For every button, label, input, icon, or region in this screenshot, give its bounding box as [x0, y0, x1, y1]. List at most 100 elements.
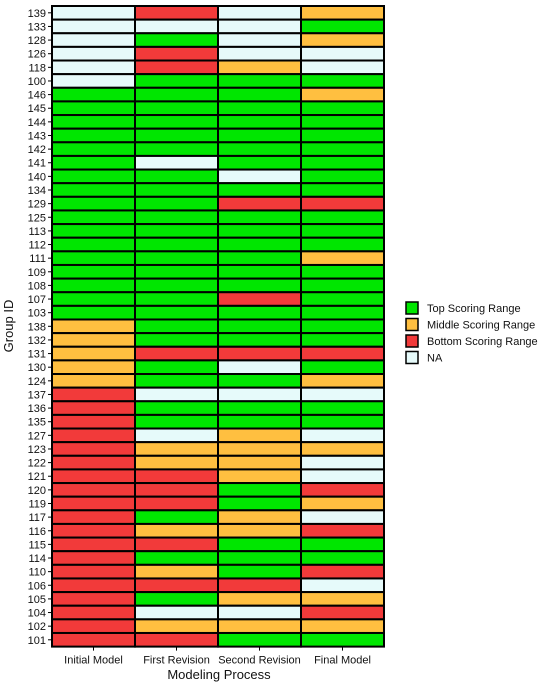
heatmap-cell — [217, 631, 302, 648]
heatmap-cell — [134, 604, 219, 621]
heatmap-cell — [300, 577, 385, 594]
heatmap-cell — [134, 18, 219, 35]
y-axis-title: Group ID — [1, 300, 16, 353]
heatmap-cell — [217, 86, 302, 103]
y-tick-label: 101 — [28, 635, 46, 647]
heatmap-cell — [51, 5, 136, 21]
heatmap-cell — [134, 577, 219, 594]
heatmap-cell — [134, 304, 219, 321]
heatmap-cell — [300, 182, 385, 198]
heatmap-cell — [134, 373, 219, 389]
heatmap-cell — [134, 263, 219, 280]
y-tick-label: 134 — [28, 185, 46, 197]
heatmap-cell — [51, 182, 136, 198]
heatmap-cell — [300, 604, 385, 621]
heatmap-cell — [51, 441, 136, 457]
y-tick-label: 104 — [28, 608, 46, 620]
heatmap-cell — [300, 141, 385, 157]
y-tick-label: 107 — [28, 294, 46, 306]
heatmap-cell — [217, 591, 302, 607]
heatmap-cell — [217, 359, 302, 376]
legend-swatch — [405, 317, 419, 332]
heatmap-cell — [300, 454, 385, 471]
y-tick-label: 123 — [28, 444, 46, 456]
y-tick-label: 135 — [28, 417, 46, 429]
heatmap-cell — [217, 618, 302, 634]
heatmap-cell — [217, 195, 302, 212]
heatmap-cell — [300, 536, 385, 553]
legend-label: NA — [427, 353, 443, 365]
heatmap-cell — [217, 32, 302, 48]
heatmap-cell — [217, 277, 302, 294]
heatmap-cell — [51, 277, 136, 294]
heatmap-cell — [51, 209, 136, 226]
heatmap-cell — [217, 550, 302, 566]
heatmap-cell — [300, 32, 385, 48]
y-tick-label: 126 — [28, 49, 46, 61]
heatmap-cell — [134, 100, 219, 117]
heatmap-cell — [217, 263, 302, 280]
heatmap-cell — [217, 441, 302, 457]
heatmap-cell — [300, 345, 385, 362]
y-tick-label: 111 — [29, 253, 46, 265]
legend: Top Scoring Range Middle Scoring Range Bot… — [405, 301, 538, 365]
x-tick-label: First Revision — [143, 655, 210, 667]
heatmap-cell — [300, 73, 385, 89]
heatmap-cell — [134, 250, 219, 266]
heatmap-cell — [300, 18, 385, 35]
y-tick-label: 112 — [28, 240, 46, 252]
heatmap-cell — [217, 45, 302, 62]
x-tick-label: Initial Model — [64, 655, 123, 667]
heatmap-cell — [134, 45, 219, 62]
heatmap-cell — [300, 250, 385, 266]
heatmap-cell — [217, 400, 302, 416]
heatmap-cell — [300, 495, 385, 512]
heatmap-cell — [51, 373, 136, 389]
y-tick-label: 145 — [28, 103, 46, 115]
heatmap-cell — [300, 631, 385, 648]
axes — [51, 6, 384, 648]
heatmap-cell — [134, 468, 219, 485]
y-tick-label: 141 — [28, 158, 46, 170]
x-axis-title: Modeling Process — [167, 667, 271, 682]
heatmap-cell — [51, 482, 136, 498]
heatmap-cell — [51, 468, 136, 485]
y-tick-label: 127 — [28, 430, 46, 442]
heatmap-cell — [134, 127, 219, 144]
heatmap-cell — [300, 318, 385, 335]
y-tick-label: 124 — [28, 376, 46, 388]
heatmap-cell — [134, 236, 219, 253]
y-tick-label: 130 — [28, 362, 46, 374]
heatmap-cell — [300, 550, 385, 566]
y-tick-label: 103 — [28, 308, 46, 320]
heatmap-cell — [51, 332, 136, 348]
heatmap-cell — [217, 209, 302, 226]
y-tick-label: 133 — [28, 21, 46, 33]
heatmap-cell — [51, 304, 136, 321]
heatmap-cell — [217, 127, 302, 144]
heatmap-cell — [217, 413, 302, 430]
heatmap-cell — [134, 5, 219, 21]
heatmap-cell — [134, 168, 219, 185]
y-tick-label: 106 — [28, 580, 46, 592]
legend-label: Top Scoring Range — [427, 303, 521, 315]
heatmap-cell — [51, 18, 136, 35]
heatmap-cell — [217, 509, 302, 525]
heatmap-cell — [217, 5, 302, 21]
heatmap-cell — [300, 359, 385, 376]
y-tick-label: 120 — [28, 485, 46, 497]
x-tick-label: Final Model — [314, 655, 371, 667]
heatmap-cell — [51, 114, 136, 130]
heatmap-cell — [217, 468, 302, 485]
heatmap-cells — [51, 5, 385, 648]
heatmap-cell — [217, 304, 302, 321]
heatmap-cell — [217, 454, 302, 471]
heatmap-cell — [217, 18, 302, 35]
heatmap-cell — [217, 318, 302, 335]
heatmap-cell — [217, 563, 302, 580]
legend-label: Bottom Scoring Range — [427, 336, 538, 348]
heatmap-cell — [51, 223, 136, 239]
heatmap-cell — [300, 427, 385, 444]
heatmap-cell — [51, 454, 136, 471]
